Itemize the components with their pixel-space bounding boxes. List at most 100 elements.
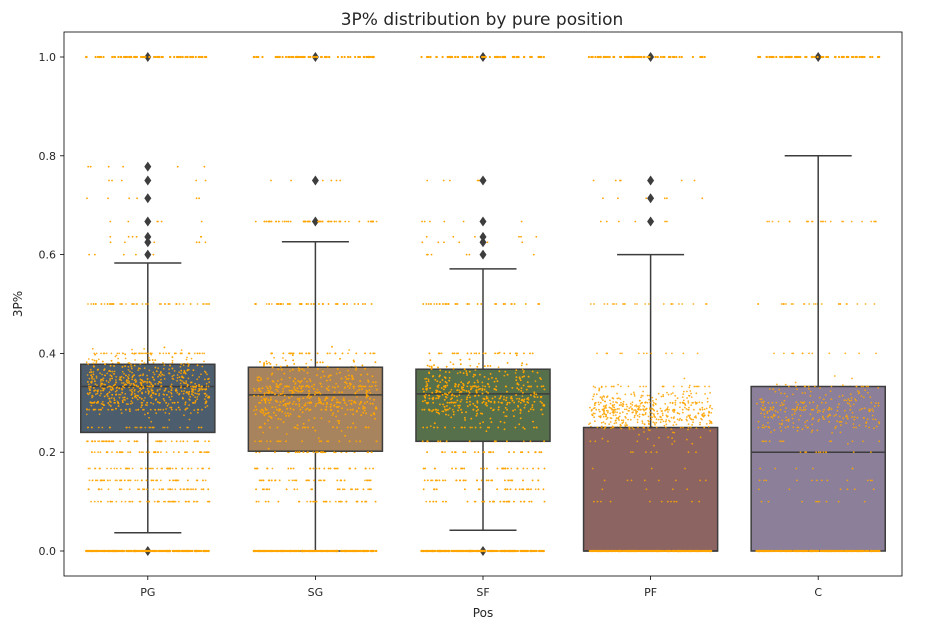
strip-point [128,467,130,470]
strip-point [702,415,705,418]
strip-point [121,303,124,305]
strip-point [145,352,148,355]
strip-point [143,367,146,370]
strip-point [190,357,193,360]
strip-point [114,479,117,482]
strip-point [537,467,540,470]
strip-point [153,373,156,376]
strip-point [124,241,126,244]
strip-point [192,488,195,491]
strip-point [194,382,197,385]
strip-point [428,365,431,368]
strip-point [87,383,90,386]
strip-point [150,401,152,404]
strip-point [709,392,711,394]
outlier-marker [144,216,152,227]
strip-point [122,376,125,379]
strip-point [114,390,117,393]
strip-point [153,241,156,244]
strip-point [113,467,116,470]
strip-point [96,389,99,392]
strip-point [453,352,456,355]
strip-point [179,408,181,411]
strip-point [841,220,843,223]
strip-point [178,376,181,379]
strip-point [616,411,618,414]
strip-point [656,412,659,415]
strip-point [190,467,193,470]
strip-point [109,303,111,305]
strip-point [208,500,211,503]
strip-point [205,303,208,305]
strip-point [435,500,438,503]
strip-point [120,488,123,491]
strip-point [148,369,151,372]
strip-point [97,426,100,429]
strip-point [171,359,174,362]
strip-point [189,395,192,398]
strip-point [159,388,161,391]
strip-point [98,413,101,416]
strip-point [175,440,178,443]
strip-point [134,479,137,482]
strip-point [89,385,92,388]
strip-point [96,384,98,387]
strip-point [204,179,207,182]
strip-point [144,391,147,393]
strip-point [267,500,270,503]
strip-point [625,417,627,419]
strip-point [98,440,101,443]
strip-point [141,360,144,362]
strip-point [188,398,191,401]
strip-point [427,303,430,305]
strip-point [138,396,141,399]
strip-point [196,303,199,305]
strip-point [109,235,112,238]
strip-point [170,440,173,443]
outlier-marker [311,175,319,186]
strip-point [152,467,154,470]
strip-point [180,363,183,365]
strip-point [138,451,141,454]
strip-point [708,406,711,409]
strip-point [473,352,476,355]
strip-point [120,408,122,411]
strip-point [131,352,134,355]
strip-point [133,352,136,355]
strip-point [147,393,150,395]
strip-point [134,426,137,429]
strip-point [347,352,349,355]
strip-point [535,235,538,238]
strip-point [135,235,138,238]
strip-point [321,361,324,364]
box-c [750,52,886,552]
strip-point [97,440,99,443]
strip-point [124,500,127,503]
strip-point [127,369,130,371]
strip-point [135,396,138,399]
outlier-marker [479,231,487,242]
strip-point [100,488,103,491]
strip-point [321,179,324,182]
strip-point [87,363,90,365]
strip-point [768,220,770,223]
strip-point [94,253,96,256]
strip-point [698,401,701,404]
box-sg [247,52,384,552]
strip-point [463,467,466,470]
strip-point [180,385,183,387]
strip-point [309,500,312,503]
strip-point [159,375,162,377]
strip-point [695,392,698,395]
strip-point [319,361,322,364]
strip-point [193,440,196,443]
strip-point [708,411,710,414]
strip-point [104,440,106,443]
strip-point [135,253,137,256]
strip-point [306,500,309,503]
strip-point [100,500,102,503]
chart-title: 3P% distribution by pure position [341,10,624,30]
strip-point [101,426,104,429]
strip-point [142,374,144,377]
outlier-marker [144,249,152,260]
